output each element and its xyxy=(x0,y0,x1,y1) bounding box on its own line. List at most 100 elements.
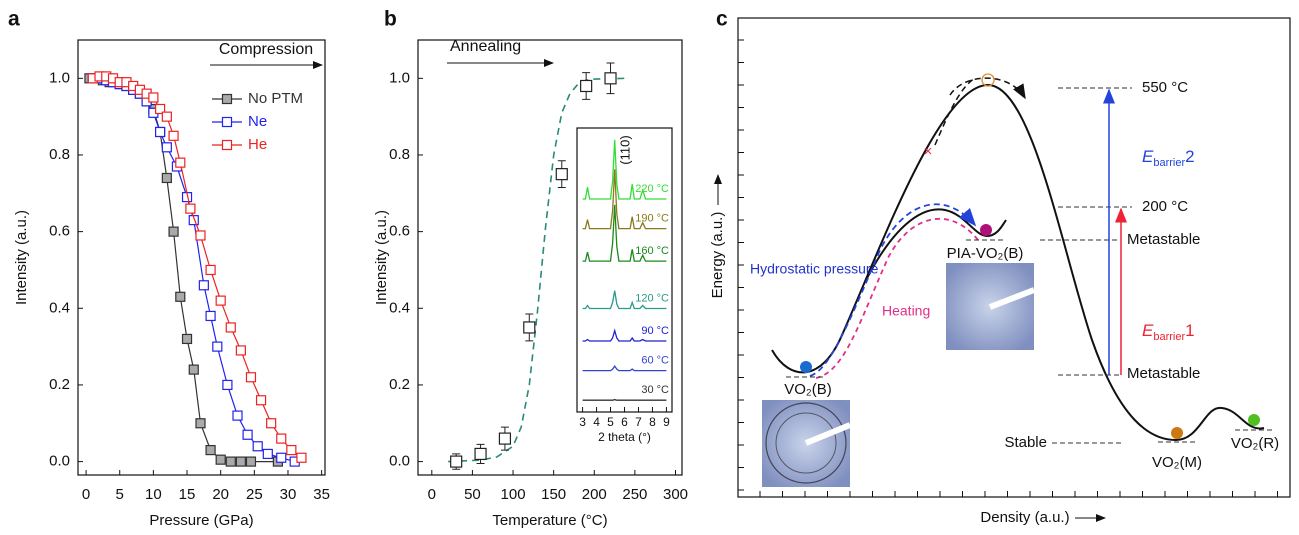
path-dash xyxy=(934,77,976,146)
y-axis-label: Energy (a.u.) xyxy=(709,212,726,299)
y-tick-label: 0.8 xyxy=(49,146,70,163)
point xyxy=(215,295,226,306)
pressure-path xyxy=(809,203,977,377)
y-tick-label: 0.4 xyxy=(49,299,70,316)
x-axis-label: Density (a.u.) xyxy=(980,509,1069,526)
x-tick-label: 30 xyxy=(280,486,297,503)
point xyxy=(266,418,277,429)
spectrum-label: 30 °C xyxy=(641,384,669,396)
x-tick-label: 8 xyxy=(649,415,656,429)
phase-label: PIA-VO₂(B) xyxy=(947,245,1024,262)
x-tick-label: 0 xyxy=(428,486,436,503)
point xyxy=(232,410,243,421)
point xyxy=(155,126,166,138)
legend-marker xyxy=(221,139,233,151)
y-tick-label: 1.0 xyxy=(389,69,410,86)
y-tick-label: 1.0 xyxy=(49,69,70,86)
level-label: 550 °C xyxy=(1142,79,1188,96)
x-tick-label: 5 xyxy=(116,486,124,503)
y-tick-label: 0.2 xyxy=(389,376,410,393)
point xyxy=(185,203,196,214)
point xyxy=(148,92,159,103)
spectrum xyxy=(582,364,667,372)
spectrum xyxy=(582,169,667,230)
point xyxy=(215,454,226,465)
beamstop xyxy=(988,287,1036,310)
x-tick-label: 100 xyxy=(501,486,526,503)
point xyxy=(245,372,257,383)
y-tick-label: 0.6 xyxy=(389,223,410,240)
point xyxy=(155,103,166,115)
point xyxy=(205,264,216,276)
y-axis-label: Intensity (a.u.) xyxy=(373,210,390,305)
x-tick-label: 3 xyxy=(579,415,586,429)
spectrum xyxy=(582,139,667,200)
x-tick-label: 300 xyxy=(663,486,688,503)
point xyxy=(195,418,206,429)
x-tick-label: 7 xyxy=(635,415,642,429)
spectrum-label: 160 °C xyxy=(635,245,669,257)
blocked-mark: × xyxy=(924,143,933,160)
x-tick-label: 250 xyxy=(622,486,647,503)
y-tick-label: 0.4 xyxy=(389,299,410,316)
point xyxy=(245,456,257,467)
point xyxy=(225,322,236,333)
point xyxy=(222,379,233,391)
level-label: Metastable xyxy=(1127,231,1200,248)
point xyxy=(161,142,172,153)
legend-label: Ne xyxy=(248,113,267,130)
point xyxy=(212,341,223,352)
plot-frame xyxy=(576,127,673,413)
point xyxy=(523,321,536,334)
legend-marker xyxy=(221,116,233,128)
y-axis-label: Intensity (a.u.) xyxy=(13,210,30,305)
x-tick-label: 10 xyxy=(145,486,162,503)
spectrum xyxy=(582,328,667,342)
spectrum-label: 120 °C xyxy=(635,292,669,304)
x-tick-label: 4 xyxy=(593,415,600,429)
transition-state xyxy=(981,73,995,87)
ball xyxy=(1248,414,1260,426)
phase-label: VO₂(M) xyxy=(1152,454,1202,471)
point xyxy=(195,230,206,241)
x-axis-label: Temperature (°C) xyxy=(492,512,607,529)
legend-label: No PTM xyxy=(248,90,303,107)
panel-label: b xyxy=(384,8,397,31)
point xyxy=(205,310,216,322)
barrier-label: Ebarrier2 xyxy=(1142,147,1195,168)
x-tick-label: 35 xyxy=(313,486,330,503)
x-tick-label: 20 xyxy=(212,486,229,503)
symbol: E xyxy=(1142,321,1154,340)
suffix: 2 xyxy=(1185,147,1194,166)
point xyxy=(286,444,297,456)
point xyxy=(580,79,593,93)
y-tick-label: 0.0 xyxy=(389,453,410,470)
phase-label: VO₂(R) xyxy=(1231,435,1279,452)
point xyxy=(252,441,263,452)
point xyxy=(168,130,179,141)
spectrum-label: 60 °C xyxy=(641,354,669,366)
heating-path xyxy=(815,217,979,379)
point xyxy=(555,168,568,181)
spectrum-label: 190 °C xyxy=(635,212,669,224)
x-tick-label: 9 xyxy=(663,415,670,429)
beamstop xyxy=(804,422,852,446)
x-tick-label: 15 xyxy=(179,486,196,503)
point xyxy=(262,448,273,460)
panel-label: c xyxy=(716,8,728,31)
spectrum xyxy=(582,290,667,310)
panel-label: a xyxy=(8,8,20,31)
point xyxy=(161,111,172,122)
point xyxy=(188,215,199,226)
legend-marker xyxy=(221,93,233,105)
point xyxy=(181,333,193,345)
point xyxy=(604,72,617,85)
point xyxy=(225,456,236,467)
point xyxy=(450,455,463,468)
x-tick-label: 25 xyxy=(246,486,263,503)
level-label: Stable xyxy=(1004,434,1047,451)
point xyxy=(161,172,172,184)
diffraction-ring xyxy=(775,412,837,474)
ball xyxy=(980,224,992,236)
